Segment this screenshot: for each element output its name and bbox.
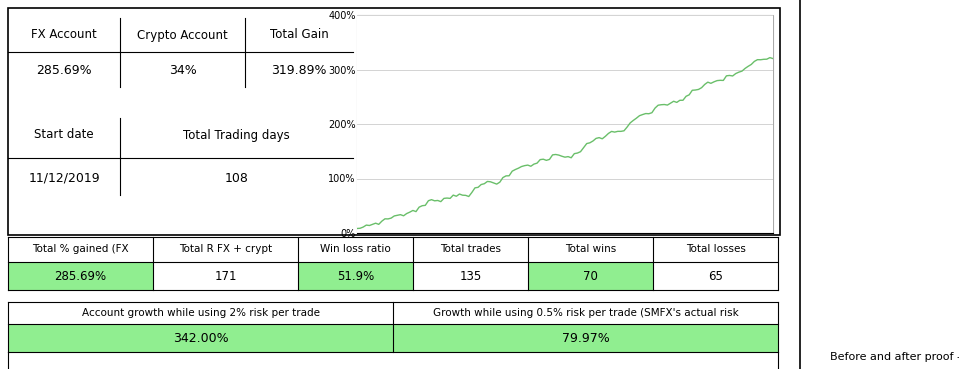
- Bar: [298, 262, 412, 290]
- Bar: [528, 262, 652, 290]
- Text: Start date: Start date: [35, 128, 94, 141]
- Text: 342.00%: 342.00%: [173, 331, 228, 345]
- Text: Growth while using 0.5% risk per trade (SMFX's actual risk: Growth while using 0.5% risk per trade (…: [433, 308, 738, 318]
- Text: Before and after proof -: Before and after proof -: [830, 352, 959, 362]
- Text: 34%: 34%: [169, 63, 197, 76]
- Text: Total % gained (FX: Total % gained (FX: [33, 245, 129, 255]
- Text: 135: 135: [459, 269, 481, 283]
- Bar: [357, 15, 773, 233]
- Text: 319.89%: 319.89%: [271, 63, 327, 76]
- Text: 285.69%: 285.69%: [36, 63, 92, 76]
- Text: 65: 65: [708, 269, 723, 283]
- Text: Total losses: Total losses: [686, 245, 745, 255]
- Text: 70: 70: [583, 269, 598, 283]
- Text: Total Gain: Total Gain: [269, 28, 328, 41]
- Bar: [413, 262, 527, 290]
- Text: Account growth while using 2% risk per trade: Account growth while using 2% risk per t…: [82, 308, 319, 318]
- Bar: [393, 324, 778, 352]
- Text: 171: 171: [214, 269, 237, 283]
- Text: 285.69%: 285.69%: [55, 269, 106, 283]
- Bar: [9, 262, 152, 290]
- Text: 79.97%: 79.97%: [562, 331, 609, 345]
- Text: Total Trading days: Total Trading days: [183, 128, 290, 141]
- Bar: [153, 262, 297, 290]
- Text: 108: 108: [224, 172, 248, 184]
- Text: Total trades: Total trades: [440, 245, 501, 255]
- Text: Total R FX + crypt: Total R FX + crypt: [179, 245, 272, 255]
- Text: 11/12/2019: 11/12/2019: [28, 172, 100, 184]
- Text: Win loss ratio: Win loss ratio: [320, 245, 391, 255]
- Text: FX Account: FX Account: [31, 28, 97, 41]
- Bar: [9, 324, 392, 352]
- Text: Crypto Account: Crypto Account: [137, 28, 228, 41]
- Bar: [8, 8, 780, 235]
- Bar: [653, 262, 778, 290]
- Text: Total wins: Total wins: [565, 245, 616, 255]
- Text: 51.9%: 51.9%: [337, 269, 374, 283]
